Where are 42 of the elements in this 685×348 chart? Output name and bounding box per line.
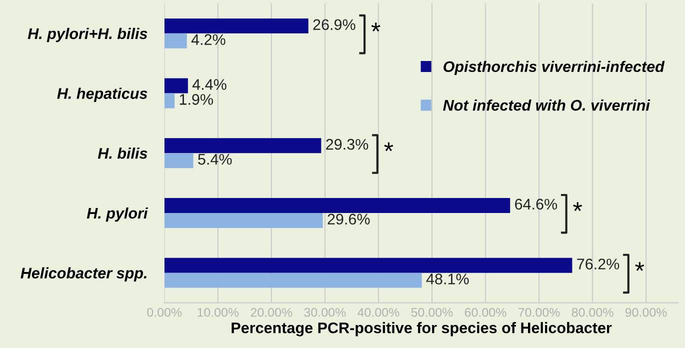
x-axis-title: Percentage PCR-positive for species of Helicobacter	[232, 322, 612, 336]
data-label: 29.6%	[328, 214, 370, 225]
x-tick-label: 0.00%	[147, 308, 182, 317]
data-label: 64.6%	[515, 198, 558, 210]
bar	[164, 153, 194, 168]
x-tick-label: 30.00%	[304, 308, 346, 317]
data-label: 5.4%	[198, 154, 232, 165]
legend-label: Opisthorchis viverrini-infected	[444, 60, 665, 76]
data-label: 4.4%	[192, 79, 226, 90]
data-label: 1.9%	[180, 94, 214, 105]
x-tick-label: 90.00%	[625, 308, 667, 317]
data-label: 29.3%	[326, 138, 368, 150]
x-tick-label: 80.00%	[572, 308, 614, 317]
x-tick-label: 40.00%	[358, 308, 400, 317]
bar	[164, 272, 422, 288]
annotation: *	[384, 142, 394, 152]
annotation: *	[635, 262, 644, 271]
x-tick-label: 60.00%	[464, 308, 506, 317]
bar	[164, 212, 323, 228]
y-tick-label: H. pylori+H. bilis	[28, 28, 148, 42]
x-tick-label: 70.00%	[518, 308, 560, 317]
y-tick-label: H. pylori	[86, 207, 148, 222]
x-tick-label: 20.00%	[250, 308, 292, 317]
bar	[164, 78, 188, 94]
legend-label: Not infected with O. viverrini	[443, 100, 650, 111]
data-label: 76.2%	[577, 258, 620, 270]
annotation: *	[573, 202, 582, 212]
bar	[164, 18, 308, 34]
data-label: 26.9%	[313, 19, 356, 30]
annotation: *	[371, 22, 380, 32]
x-tick-label: 10.00%	[198, 308, 239, 317]
bar	[164, 138, 322, 154]
data-label: 4.2%	[191, 34, 226, 45]
bar	[164, 93, 175, 108]
bar	[164, 198, 510, 213]
bar	[164, 33, 187, 48]
y-tick-label: H. hepaticus	[57, 88, 148, 102]
x-tick-label: 50.00%	[411, 308, 453, 317]
data-label: 48.1%	[426, 274, 469, 284]
bar	[164, 258, 572, 273]
y-tick-label: Helicobacter spp.	[20, 267, 146, 282]
y-tick-label: H. bilis	[98, 148, 148, 159]
